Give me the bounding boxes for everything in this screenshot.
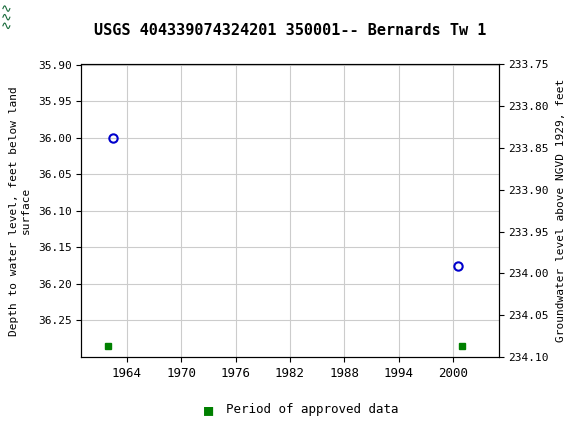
Y-axis label: Groundwater level above NGVD 1929, feet: Groundwater level above NGVD 1929, feet — [556, 79, 566, 342]
Text: USGS: USGS — [12, 7, 62, 27]
Y-axis label: Depth to water level, feet below land
surface: Depth to water level, feet below land su… — [9, 86, 31, 335]
Text: USGS 404339074324201 350001-- Bernards Tw 1: USGS 404339074324201 350001-- Bernards T… — [94, 23, 486, 38]
Text: Period of approved data: Period of approved data — [226, 403, 398, 416]
Bar — [3, 3, 10, 31]
Text: ■: ■ — [204, 402, 213, 417]
